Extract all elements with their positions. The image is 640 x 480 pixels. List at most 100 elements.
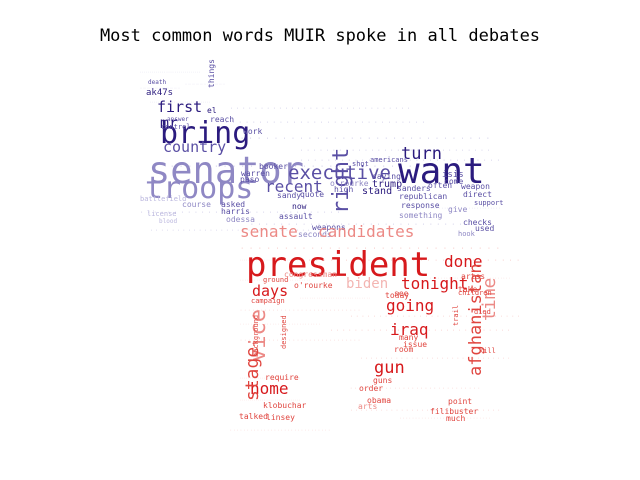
cloud-word: klobuchar [263, 401, 307, 410]
cloud-word: support [474, 199, 504, 207]
cloud-word: recent [265, 177, 323, 196]
cloud-word: hook [458, 230, 476, 238]
cloud-word: iraq [390, 320, 429, 339]
cloud-word: congressman [284, 270, 337, 279]
cloud-word: high [334, 185, 353, 194]
cloud-word: americans [370, 156, 408, 164]
cloud-word: direct [463, 190, 492, 199]
cloud-word: stage [242, 347, 263, 401]
cloud-word: reach [210, 115, 234, 124]
cloud-word: background [252, 315, 260, 357]
chart-title: Most common words MUIR spoke in all deba… [99, 26, 541, 46]
cloud-word: troops [145, 171, 253, 206]
cloud-word: first [157, 98, 202, 116]
cloud-word: control [161, 123, 191, 131]
cloud-word: country [163, 138, 226, 156]
cloud-word: linsey [266, 413, 295, 422]
cloud-word: much [446, 414, 465, 423]
cloud-word: seconds [298, 230, 332, 239]
cloud-word: afghanistan [466, 263, 486, 376]
cloud-word: obama [367, 396, 391, 405]
cloud-word: children [458, 289, 492, 297]
cloud-word: come [444, 177, 463, 186]
filler-texture: · · · · · · · · · · · · · · · · · · · · … [150, 100, 210, 106]
cloud-word: republican [399, 192, 447, 201]
cloud-word: many [399, 333, 418, 342]
cloud-word: warren [241, 169, 270, 178]
filler-texture: · · · · · · · · · · · · · · · · · · · · … [240, 136, 490, 142]
cloud-word: weapon [461, 182, 490, 191]
cloud-word: death [148, 79, 166, 86]
filler-texture: · · · · · · · · · · · · · · · · · · · · … [430, 276, 510, 282]
cloud-word: harris [221, 207, 250, 216]
filler-texture: · · · · · · · · · · · · · · · · · · · · … [230, 106, 410, 112]
cloud-word: used [475, 224, 494, 233]
cloud-word: days [252, 282, 288, 300]
cloud-word: right [329, 148, 354, 214]
cloud-word: quote [300, 190, 324, 199]
cloud-word: weapons [312, 223, 346, 232]
cloud-word: bring [160, 116, 250, 151]
filler-texture: · · · · · · · · · · · · · · · · · · · · … [300, 148, 490, 154]
cloud-word: course [182, 200, 211, 209]
filler-texture: · · · · · · · · · · · · · · · · · · · · … [300, 158, 500, 164]
cloud-word: candidates [318, 222, 414, 241]
filler-texture: · · · · · · · · · · · · · · · · · · · · … [350, 386, 480, 392]
filler-texture: · · · · · · · · · · · · · · · · · · · · … [240, 398, 300, 404]
filler-texture: · · · · · · · · · · · · · · · · · · · · … [240, 322, 320, 328]
cloud-word: ak47s [146, 88, 173, 98]
cloud-word: sanders [397, 184, 431, 193]
cloud-word: take [458, 285, 477, 294]
cloud-word: gun [374, 358, 405, 378]
filler-texture: · · · · · · · · · · · · · · · · · · · · … [240, 246, 500, 252]
cloud-word: issue [403, 340, 427, 349]
cloud-word: executive [288, 162, 391, 184]
cloud-word: guns [373, 376, 392, 385]
filler-texture: · · · · · · · · · · · · · · · · · · · · … [360, 356, 510, 362]
cloud-word: biden [346, 276, 388, 292]
filler-texture: · · · · · · · · · · · · · · · · · · · · … [240, 308, 360, 314]
cloud-word: artss [461, 272, 485, 281]
filler-texture: · · · · · · · · · · · · · · · · · · · · … [330, 328, 510, 334]
cloud-word: blood [159, 218, 177, 225]
cloud-word: order [359, 384, 383, 393]
cloud-word: odessa [226, 215, 255, 224]
filler-texture: · · · · · · · · · · · · · · · · · · · · … [150, 228, 310, 234]
filler-texture: · · · · · · · · · · · · · · · · · · · · … [170, 164, 430, 170]
filler-texture: · · · · · · · · · · · · · · · · · · · · … [250, 222, 470, 228]
cloud-word: trail [452, 305, 460, 326]
cloud-word: senator [148, 149, 304, 192]
cloud-word: filibuster [430, 407, 478, 416]
filler-texture: · · · · · · · · · · · · · · · · · · · · … [140, 70, 200, 76]
cloud-word: want [398, 151, 485, 192]
cloud-word: paso [240, 175, 259, 184]
cloud-word: done [444, 252, 483, 271]
cloud-word: work [243, 127, 262, 136]
cloud-word: now [292, 202, 307, 211]
cloud-word: things [207, 59, 216, 88]
cloud-word: vice [246, 309, 271, 362]
filler-texture: · · · · · · · · · · · · · · · · · · · · … [240, 338, 360, 344]
cloud-word: designed [280, 315, 288, 349]
cloud-word: assault [279, 212, 313, 221]
cloud-word: stand [362, 186, 392, 197]
cloud-word: see [394, 289, 409, 298]
filler-texture: · · · · · · · · · · · · · · · · · · · · … [420, 206, 500, 212]
cloud-word: arts [358, 402, 377, 411]
cloud-word: require [265, 373, 299, 382]
cloud-word: tonight [401, 274, 468, 293]
cloud-word: home [250, 379, 289, 398]
cloud-word: talked [239, 412, 268, 421]
cloud-word: senate [240, 222, 298, 241]
cloud-word: response [401, 201, 440, 210]
cloud-word: point [448, 397, 472, 406]
filler-texture: · · · · · · · · · · · · · · · · · · · · … [350, 314, 520, 320]
cloud-word: often [428, 181, 452, 190]
cloud-word: o'rourke [330, 179, 369, 188]
cloud-word: mr [160, 114, 178, 132]
cloud-word: booker [259, 162, 288, 171]
cloud-word: shot [352, 160, 369, 168]
cloud-word: checks [463, 218, 492, 227]
cloud-word: room [394, 345, 413, 354]
